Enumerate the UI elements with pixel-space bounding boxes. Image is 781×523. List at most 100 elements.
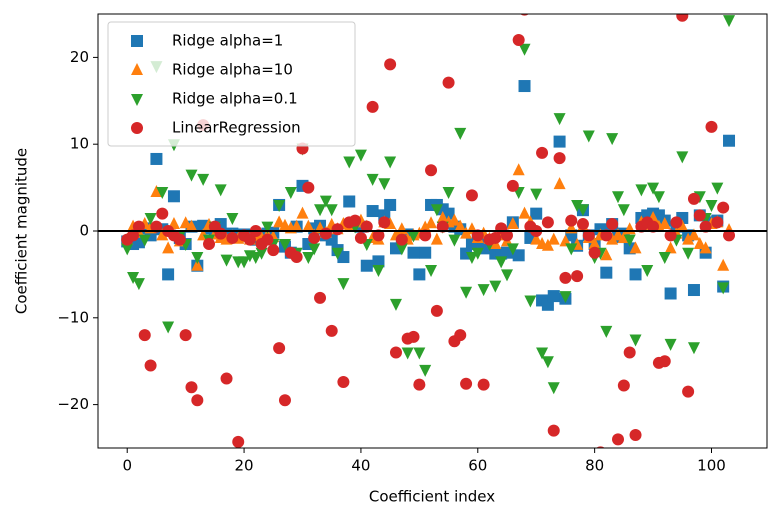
marker-circle [617, 379, 630, 392]
marker-circle [536, 146, 549, 159]
marker-circle [705, 120, 718, 133]
marker-triangle-up [541, 238, 554, 251]
marker-triangle-down [319, 195, 332, 208]
marker-triangle-up [454, 219, 467, 232]
marker-circle [150, 220, 163, 233]
marker-triangle-down [687, 342, 700, 355]
marker-triangle-down [489, 280, 502, 293]
x-tick-label: 80 [585, 457, 604, 475]
marker-square [372, 255, 385, 268]
marker-triangle-down [576, 204, 589, 217]
marker-circle [372, 229, 385, 242]
marker-triangle-down [547, 382, 560, 395]
marker-circle [471, 229, 484, 242]
marker-triangle-up [658, 217, 671, 230]
marker-triangle-down [372, 265, 385, 278]
x-tick-label: 0 [122, 457, 132, 475]
marker-triangle-down [711, 182, 724, 195]
marker-triangle-down [635, 184, 648, 197]
marker-triangle-up [419, 220, 432, 233]
marker-circle [220, 372, 233, 385]
marker-circle [676, 14, 689, 22]
legend-box [107, 21, 356, 147]
marker-circle [442, 76, 455, 89]
marker-circle [191, 394, 204, 407]
marker-triangle-down [641, 265, 654, 278]
marker-triangle-down [419, 364, 432, 377]
marker-circle [512, 34, 525, 47]
marker-triangle-up [273, 215, 286, 228]
marker-circle [349, 214, 362, 227]
marker-triangle-up [430, 232, 443, 245]
marker-circle [436, 220, 449, 233]
marker-square [442, 207, 455, 220]
y-tick-label: −10 [57, 308, 89, 326]
marker-circle [138, 329, 151, 342]
marker-triangle-down [226, 212, 239, 225]
marker-triangle-down [121, 243, 134, 256]
marker-triangle-down [506, 243, 519, 256]
marker-triangle-up [506, 217, 519, 230]
marker-circle [682, 385, 695, 398]
marker-triangle-down [500, 269, 513, 282]
marker-square [360, 259, 373, 272]
marker-circle [127, 229, 140, 242]
marker-triangle-down [343, 156, 356, 169]
marker-circle [273, 342, 286, 355]
marker-triangle-down [629, 334, 642, 347]
marker-triangle-down [384, 156, 397, 169]
legend-label: Ridge alpha=0.1 [172, 90, 298, 108]
marker-circle [261, 233, 274, 246]
marker-triangle-up [512, 163, 525, 176]
marker-triangle-up [150, 184, 163, 197]
y-tick-label: 20 [70, 48, 89, 66]
marker-circle [541, 216, 554, 229]
x-tick-label: 100 [697, 457, 726, 475]
marker-triangle-down [571, 199, 584, 212]
marker-triangle-up [553, 177, 566, 190]
marker-triangle-up [296, 206, 309, 219]
marker-circle [419, 229, 432, 242]
marker-circle [389, 346, 402, 359]
marker-circle [460, 377, 473, 390]
marker-triangle-down [518, 43, 531, 56]
marker-square [547, 290, 560, 303]
marker-triangle-up [547, 232, 560, 245]
marker-triangle-down [600, 325, 613, 338]
marker-triangle-up [699, 241, 712, 254]
marker-circle [395, 233, 408, 246]
marker-circle [699, 220, 712, 233]
y-tick-label: 10 [70, 135, 89, 153]
marker-circle [366, 100, 379, 113]
x-axis-label: Coefficient index [369, 488, 495, 506]
x-tick-label: 40 [351, 457, 370, 475]
y-tick-label: −20 [57, 395, 89, 413]
marker-square [500, 246, 513, 259]
marker-circle [185, 381, 198, 394]
marker-circle [232, 435, 245, 448]
marker-circle [623, 346, 636, 359]
marker-square [366, 205, 379, 218]
marker-circle [179, 329, 192, 342]
marker-triangle-up [682, 232, 695, 245]
marker-square [518, 80, 531, 93]
marker-triangle-down [144, 212, 157, 225]
marker-circle [360, 220, 373, 233]
marker-triangle-down [132, 278, 145, 291]
marker-triangle-down [442, 186, 455, 199]
marker-triangle-down [565, 243, 578, 256]
marker-triangle-up [425, 216, 438, 229]
marker-circle [173, 233, 186, 246]
marker-triangle-down [448, 234, 461, 247]
marker-square [600, 266, 613, 279]
marker-triangle-down [278, 239, 291, 252]
marker-triangle-down [249, 252, 262, 265]
marker-triangle-up [629, 241, 642, 254]
marker-circle [571, 270, 584, 283]
marker-circle [506, 179, 519, 192]
marker-circle [565, 214, 578, 227]
marker-triangle-down [389, 298, 402, 311]
marker-circle [354, 231, 367, 244]
